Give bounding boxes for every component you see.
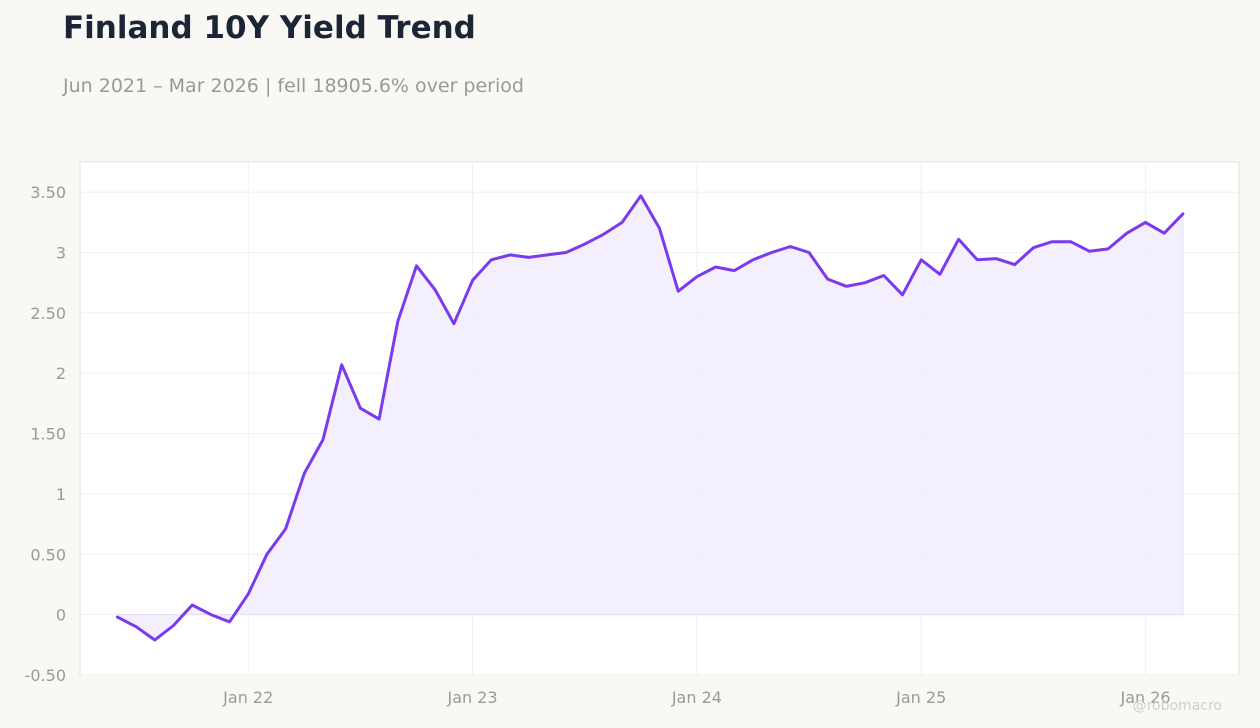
y-tick-label: 0 [56,606,66,625]
x-tick-label: Jan 23 [447,688,498,707]
chart-subtitle: Jun 2021 – Mar 2026 | fell 18905.6% over… [63,75,524,97]
y-tick-label: 2.50 [30,304,66,323]
y-tick-label: 0.50 [30,545,66,564]
x-tick-label: Jan 22 [222,688,273,707]
y-tick-label: 3 [56,244,66,263]
y-tick-label: 1.50 [30,425,66,444]
x-axis-tick-labels: Jan 22 Jan 23 Jan 24 Jan 25 Jan 26 [222,688,1170,707]
x-tick-label: Jan 26 [1119,688,1170,707]
chart-title: Finland 10Y Yield Trend [63,10,476,46]
y-tick-label: 2 [56,364,66,383]
y-tick-label: 1 [56,485,66,504]
x-tick-label: Jan 25 [895,688,946,707]
y-axis-tick-labels: -0.50 0 0.50 1 1.50 2 2.50 3 3.50 [25,183,66,685]
y-tick-label: 3.50 [30,183,66,202]
series-line [115,194,1185,642]
y-tick-label: -0.50 [25,666,66,685]
x-tick-label: Jan 24 [671,688,722,707]
watermark: @robomacro [1132,698,1222,714]
